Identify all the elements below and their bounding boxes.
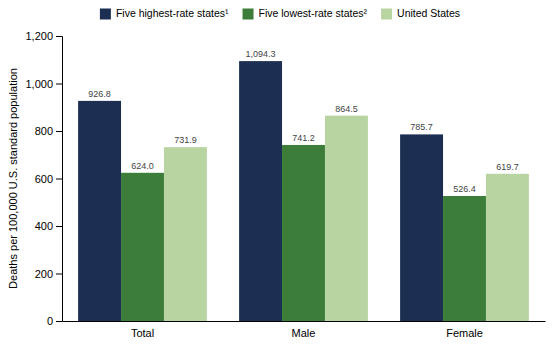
chart: 0 200 400 600 800 1,000 1,200 Total Male Female 92…: [0, 0, 560, 349]
tick-label: 1,000: [25, 78, 53, 90]
tick-label: 0: [47, 315, 53, 327]
y-tick: 800: [35, 125, 62, 137]
tick-mark: [56, 179, 62, 180]
y-tick: 200: [35, 268, 62, 280]
tick-label: 1,200: [25, 30, 53, 42]
tick-label: 400: [35, 220, 53, 232]
x-tick: Total: [131, 327, 154, 339]
axis-line: [56, 37, 63, 322]
legend-label: United States: [397, 7, 460, 19]
plot: 0 200 400 600 800 1,000 1,200 Total Male Female 92…: [25, 30, 545, 339]
tick-mark: [56, 274, 62, 275]
data-labels: 926.8 1,094.3 785.7 624.0 741.2 526.4 731.9 864…: [88, 49, 518, 194]
data-label: 1,094.3: [246, 49, 276, 59]
data-label: 731.9: [174, 135, 197, 145]
tick-label: 200: [35, 268, 53, 280]
bar: [164, 147, 207, 321]
data-label: 526.4: [453, 184, 476, 194]
bars: [78, 61, 529, 321]
data-label: 785.7: [410, 122, 433, 132]
y-tick: 1,000: [25, 78, 62, 90]
y-tick: 0: [47, 315, 62, 327]
legend-item: United States: [381, 7, 460, 20]
legend-label: Five highest-rate states¹: [116, 7, 229, 19]
legend: Five highest-rate states¹ Five lowest-rat…: [100, 7, 460, 20]
data-label: 619.7: [496, 162, 519, 172]
data-label: 926.8: [88, 89, 111, 99]
tick-mark: [56, 226, 62, 227]
x-tick: Female: [446, 327, 483, 339]
tick-mark: [56, 131, 62, 132]
y-tick: 400: [35, 220, 62, 232]
series: [121, 145, 486, 321]
legend-swatch: [381, 9, 392, 20]
y-tick: 1,200: [25, 30, 62, 42]
data-label: 741.2: [292, 133, 315, 143]
tick-mark: [56, 84, 62, 85]
y-axis: 0 200 400 600 800 1,000 1,200: [25, 30, 62, 327]
tick-label: Total: [131, 327, 154, 339]
data-label: 624.0: [131, 161, 154, 171]
bar: [239, 61, 282, 321]
bar: [400, 134, 443, 321]
bar: [443, 196, 486, 321]
y-axis-title: Deaths per 100,000 U.S. standard populat…: [7, 68, 19, 289]
bar: [78, 101, 121, 321]
legend-item: Five lowest-rate states²: [243, 7, 368, 20]
x-axis: Total Male Female: [63, 322, 546, 339]
tick-mark: [56, 321, 62, 322]
data-label: 864.5: [335, 104, 358, 114]
tick-label: Male: [292, 327, 316, 339]
legend-label: Five lowest-rate states²: [259, 7, 368, 19]
legend-item: Five highest-rate states¹: [100, 7, 229, 20]
bar: [282, 145, 325, 321]
tick-label: 600: [35, 173, 53, 185]
x-tick: Male: [292, 327, 316, 339]
bar: [486, 174, 529, 321]
tick-label: Female: [446, 327, 483, 339]
legend-swatch: [100, 9, 111, 20]
bar: [325, 116, 368, 321]
bar: [121, 173, 164, 321]
y-tick: 600: [35, 173, 62, 185]
axis-line: [63, 321, 546, 322]
legend-swatch: [243, 9, 254, 20]
series: [78, 61, 443, 321]
series: [164, 116, 529, 321]
tick-mark: [56, 36, 62, 37]
tick-label: 800: [35, 125, 53, 137]
